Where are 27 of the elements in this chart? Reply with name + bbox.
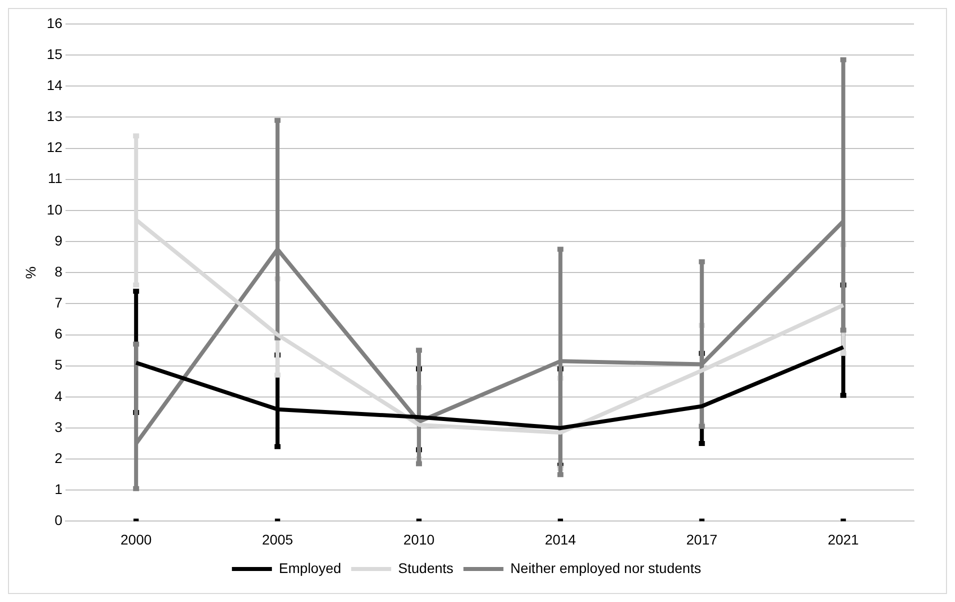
x-tick-label: 2005 — [262, 531, 294, 548]
y-tick-label: 7 — [54, 294, 63, 311]
x-tick-label: 2017 — [686, 531, 718, 548]
y-tick-label: 16 — [46, 14, 63, 31]
y-tick-label: 1 — [54, 480, 63, 497]
y-tick-label: 9 — [54, 232, 63, 248]
y-tick-label: 10 — [46, 201, 63, 218]
y-tick-label: 3 — [54, 418, 63, 435]
legend-label: Neither employed nor students — [510, 560, 702, 576]
y-tick-label: 13 — [46, 108, 63, 124]
y-tick-label: 5 — [54, 356, 63, 373]
y-tick-label: 12 — [46, 139, 63, 156]
y-tick-label: 6 — [54, 326, 63, 342]
y-tick-label: 11 — [48, 170, 63, 186]
y-tick-label: 8 — [54, 263, 63, 280]
y-axis-title: % — [22, 266, 38, 279]
y-tick-label: 15 — [46, 46, 63, 62]
x-tick-label: 2010 — [403, 531, 435, 548]
y-tick-label: 4 — [54, 388, 63, 404]
y-tick-label: 2 — [54, 450, 63, 466]
x-tick-label: 2014 — [544, 531, 576, 548]
legend-label: Students — [398, 560, 454, 576]
x-tick-label: 2000 — [120, 531, 152, 548]
x-tick-label: 2021 — [828, 531, 860, 548]
y-tick-label: 0 — [54, 512, 63, 528]
legend-label: Employed — [278, 560, 342, 576]
y-tick-label: 14 — [46, 77, 63, 94]
